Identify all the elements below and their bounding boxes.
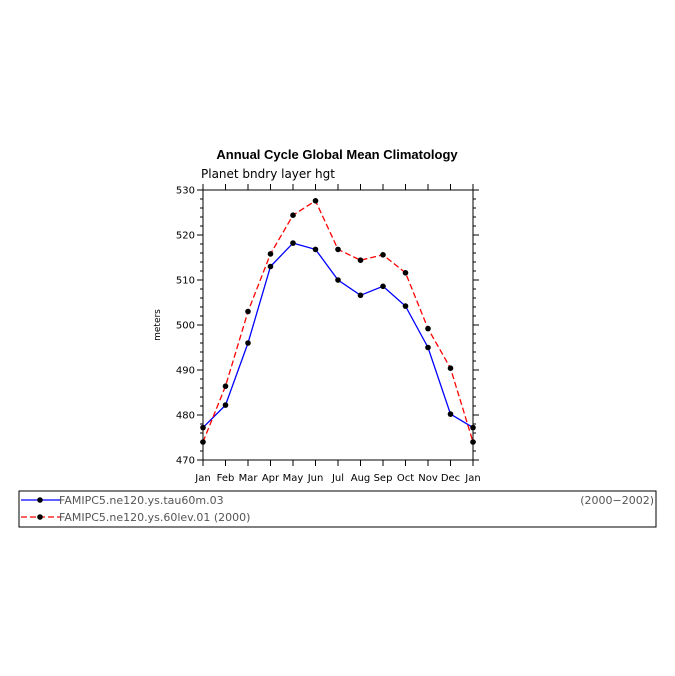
y-tick-label: 470 <box>176 456 195 467</box>
data-point <box>357 292 364 299</box>
y-tick-label: 530 <box>176 186 195 197</box>
x-tick-label: Dec <box>441 473 460 484</box>
y-tick-label: 510 <box>176 276 195 287</box>
x-tick-label: May <box>283 473 304 484</box>
legend: FAMIPC5.ne120.ys.tau60m.03 (2000−2002)FAM… <box>18 490 657 528</box>
x-tick-label: Jan <box>464 473 480 484</box>
x-tick-label: Jun <box>307 473 324 484</box>
x-tick-label: Aug <box>351 473 371 484</box>
data-point <box>290 240 296 246</box>
data-point <box>380 252 386 258</box>
data-point <box>312 198 319 204</box>
x-tick-label: Apr <box>262 473 280 484</box>
data-point <box>222 383 229 390</box>
x-tick-label: Mar <box>239 473 259 484</box>
y-tick-label: 480 <box>176 411 195 422</box>
series-2 <box>200 198 476 445</box>
legend-label: FAMIPC5.ne120.ys.60lev.01 (2000) <box>59 511 250 524</box>
chart-title: Annual Cycle Global Mean Climatology <box>216 147 458 162</box>
data-point <box>312 246 319 253</box>
data-point <box>335 277 341 283</box>
data-point <box>267 263 274 270</box>
data-point <box>335 246 341 253</box>
x-tick-label: Sep <box>374 473 393 484</box>
data-point <box>380 283 386 290</box>
legend-marker <box>37 497 43 503</box>
y-tick-label: 500 <box>176 321 195 332</box>
legend-entry-1: FAMIPC5.ne120.ys.tau60m.03 (2000−2002) <box>21 494 654 507</box>
y-tick-label: 490 <box>176 366 195 377</box>
x-tick-label: Nov <box>418 473 438 484</box>
data-point <box>470 424 476 431</box>
data-point <box>222 402 229 408</box>
series-layer <box>200 198 476 445</box>
data-point <box>200 424 206 431</box>
x-tick-label: Oct <box>397 473 414 484</box>
legend-entries: FAMIPC5.ne120.ys.tau60m.03 (2000−2002)FAM… <box>21 494 654 524</box>
data-point <box>425 325 431 332</box>
data-point <box>402 303 409 309</box>
y-axis-label: meters <box>153 309 163 341</box>
x-tick-label: Jul <box>331 473 344 484</box>
x-tick-label: Jan <box>194 473 210 484</box>
axis-ticks: 470 480 490 500 510 520 530 Jan Feb Mar Apr May Jun J… <box>176 184 481 484</box>
data-point <box>267 251 274 257</box>
legend-box <box>18 490 657 528</box>
data-point <box>245 308 251 315</box>
y-tick-label: 520 <box>176 231 195 242</box>
data-point <box>425 344 431 351</box>
data-point <box>290 212 296 218</box>
data-point <box>447 411 454 417</box>
legend-marker <box>37 514 43 520</box>
plot-frame <box>202 189 474 461</box>
data-point <box>402 270 409 276</box>
data-point <box>447 365 454 372</box>
x-tick-label: Feb <box>217 473 235 484</box>
data-point <box>357 257 364 264</box>
legend-period: (2000−2002) <box>580 494 654 507</box>
chart-subtitle: Planet bndry layer hgt <box>201 167 335 181</box>
data-point <box>245 340 251 346</box>
data-point <box>470 439 476 445</box>
series-line <box>202 199 474 443</box>
legend-entry-2: FAMIPC5.ne120.ys.60lev.01 (2000) <box>21 511 250 524</box>
series-1 <box>200 240 476 431</box>
legend-label: FAMIPC5.ne120.ys.tau60m.03 <box>59 494 224 507</box>
data-point <box>200 439 206 445</box>
